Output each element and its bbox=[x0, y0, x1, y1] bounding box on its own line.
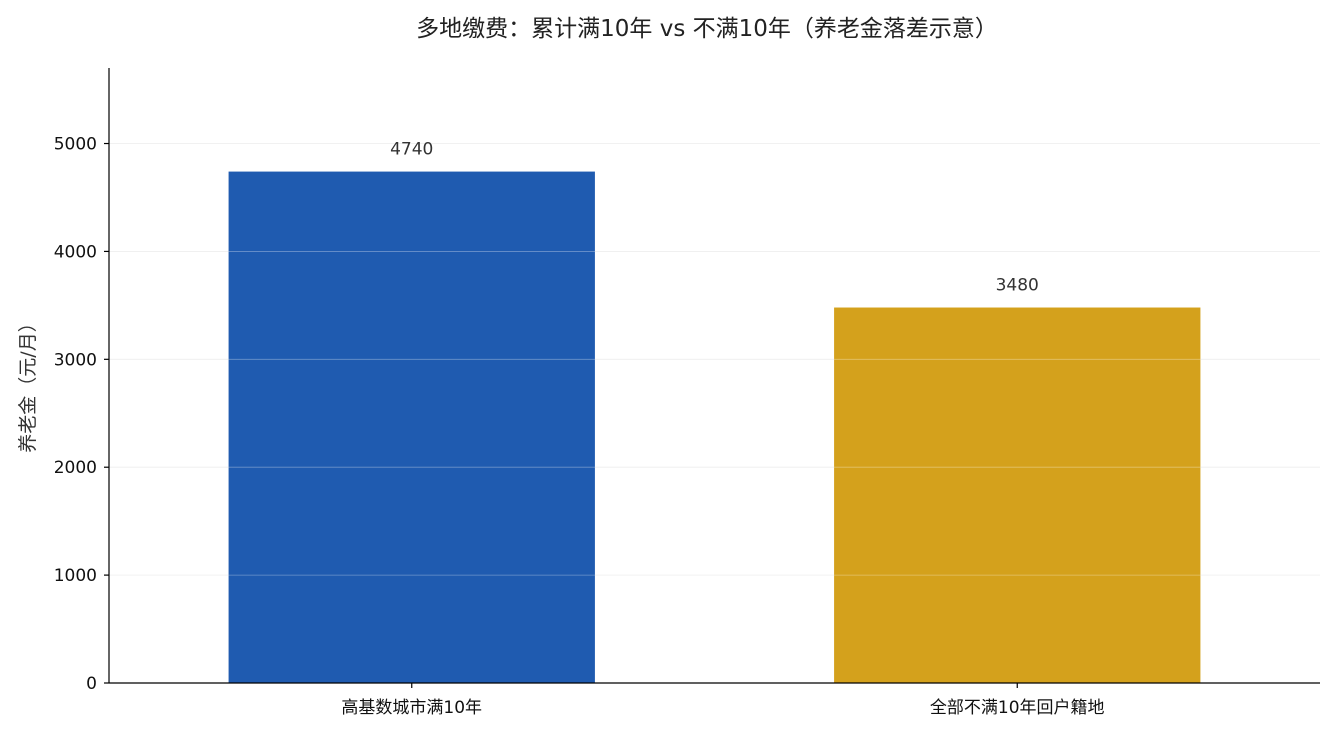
y-tick-label: 4000 bbox=[54, 242, 97, 262]
x-category-label: 全部不满10年回户籍地 bbox=[930, 698, 1105, 718]
grid-overlay bbox=[109, 143, 1320, 576]
data-labels-layer: 4740 3480 bbox=[390, 140, 1039, 296]
chart-title: 多地缴费：累计满10年 vs 不满10年（养老金落差示意） bbox=[416, 16, 998, 42]
y-ticks-layer: 0 1000 2000 3000 4000 5000 bbox=[54, 135, 109, 694]
bar-2 bbox=[834, 307, 1201, 683]
y-tick-label: 5000 bbox=[54, 135, 97, 155]
y-tick-label: 0 bbox=[86, 674, 97, 694]
bar-1 bbox=[228, 171, 595, 683]
x-ticks-layer: 高基数城市满10年 全部不满10年回户籍地 bbox=[341, 683, 1105, 718]
bar-value-label: 3480 bbox=[996, 276, 1039, 296]
x-category-label: 高基数城市满10年 bbox=[341, 698, 482, 718]
bars-layer bbox=[228, 171, 1201, 683]
y-tick-label: 3000 bbox=[54, 350, 97, 370]
y-tick-label: 2000 bbox=[54, 458, 97, 478]
y-axis-label: 养老金（元/月） bbox=[17, 313, 39, 452]
bar-value-label: 4740 bbox=[390, 140, 433, 160]
y-tick-label: 1000 bbox=[54, 566, 97, 586]
